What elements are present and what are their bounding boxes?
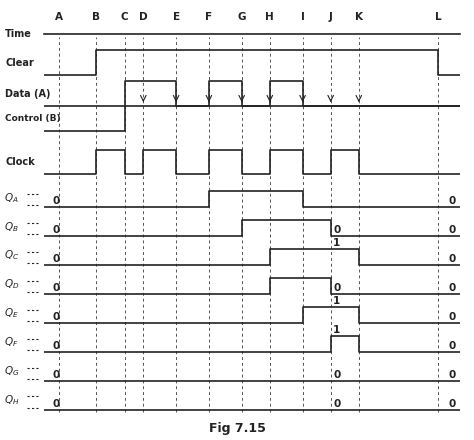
Text: $Q_G$: $Q_G$ [4,364,19,378]
Text: 0: 0 [333,225,340,235]
Text: 0: 0 [449,254,456,264]
Text: Control (B): Control (B) [5,114,61,123]
Text: 0: 0 [53,283,60,293]
Text: A: A [55,12,63,22]
Text: 1: 1 [333,325,340,335]
Text: $Q_A$: $Q_A$ [4,191,19,205]
Text: 0: 0 [333,370,340,380]
Text: 0: 0 [53,370,60,380]
Text: 1: 1 [333,296,340,306]
Text: H: H [265,12,274,22]
Text: 0: 0 [53,341,60,351]
Text: L: L [435,12,442,22]
Text: 0: 0 [333,283,340,293]
Text: D: D [139,12,147,22]
Text: Clock: Clock [5,157,35,167]
Text: $Q_E$: $Q_E$ [4,307,19,320]
Text: 0: 0 [449,196,456,206]
Text: 0: 0 [449,370,456,380]
Text: F: F [205,12,212,22]
Text: Data (A): Data (A) [5,89,51,99]
Text: 0: 0 [449,399,456,409]
Text: 0: 0 [449,341,456,351]
Text: Clear: Clear [5,58,34,68]
Text: $Q_D$: $Q_D$ [4,278,19,291]
Text: 0: 0 [449,283,456,293]
Text: J: J [329,12,333,22]
Text: I: I [301,12,304,22]
Text: E: E [173,12,180,22]
Text: Time: Time [5,29,32,39]
Text: C: C [121,12,128,22]
Text: 1: 1 [333,238,340,248]
Text: 0: 0 [53,254,60,264]
Text: $Q_C$: $Q_C$ [4,249,19,263]
Text: K: K [355,12,363,22]
Text: G: G [237,12,246,22]
Text: 0: 0 [449,225,456,235]
Text: Fig 7.15: Fig 7.15 [209,422,265,435]
Text: 0: 0 [449,312,456,322]
Text: 0: 0 [53,196,60,206]
Text: 0: 0 [53,399,60,409]
Text: 0: 0 [53,225,60,235]
Text: $Q_F$: $Q_F$ [4,336,18,349]
Text: 0: 0 [53,312,60,322]
Text: B: B [92,12,100,22]
Text: $Q_B$: $Q_B$ [4,220,19,234]
Text: 0: 0 [333,399,340,409]
Text: $Q_H$: $Q_H$ [4,393,19,407]
